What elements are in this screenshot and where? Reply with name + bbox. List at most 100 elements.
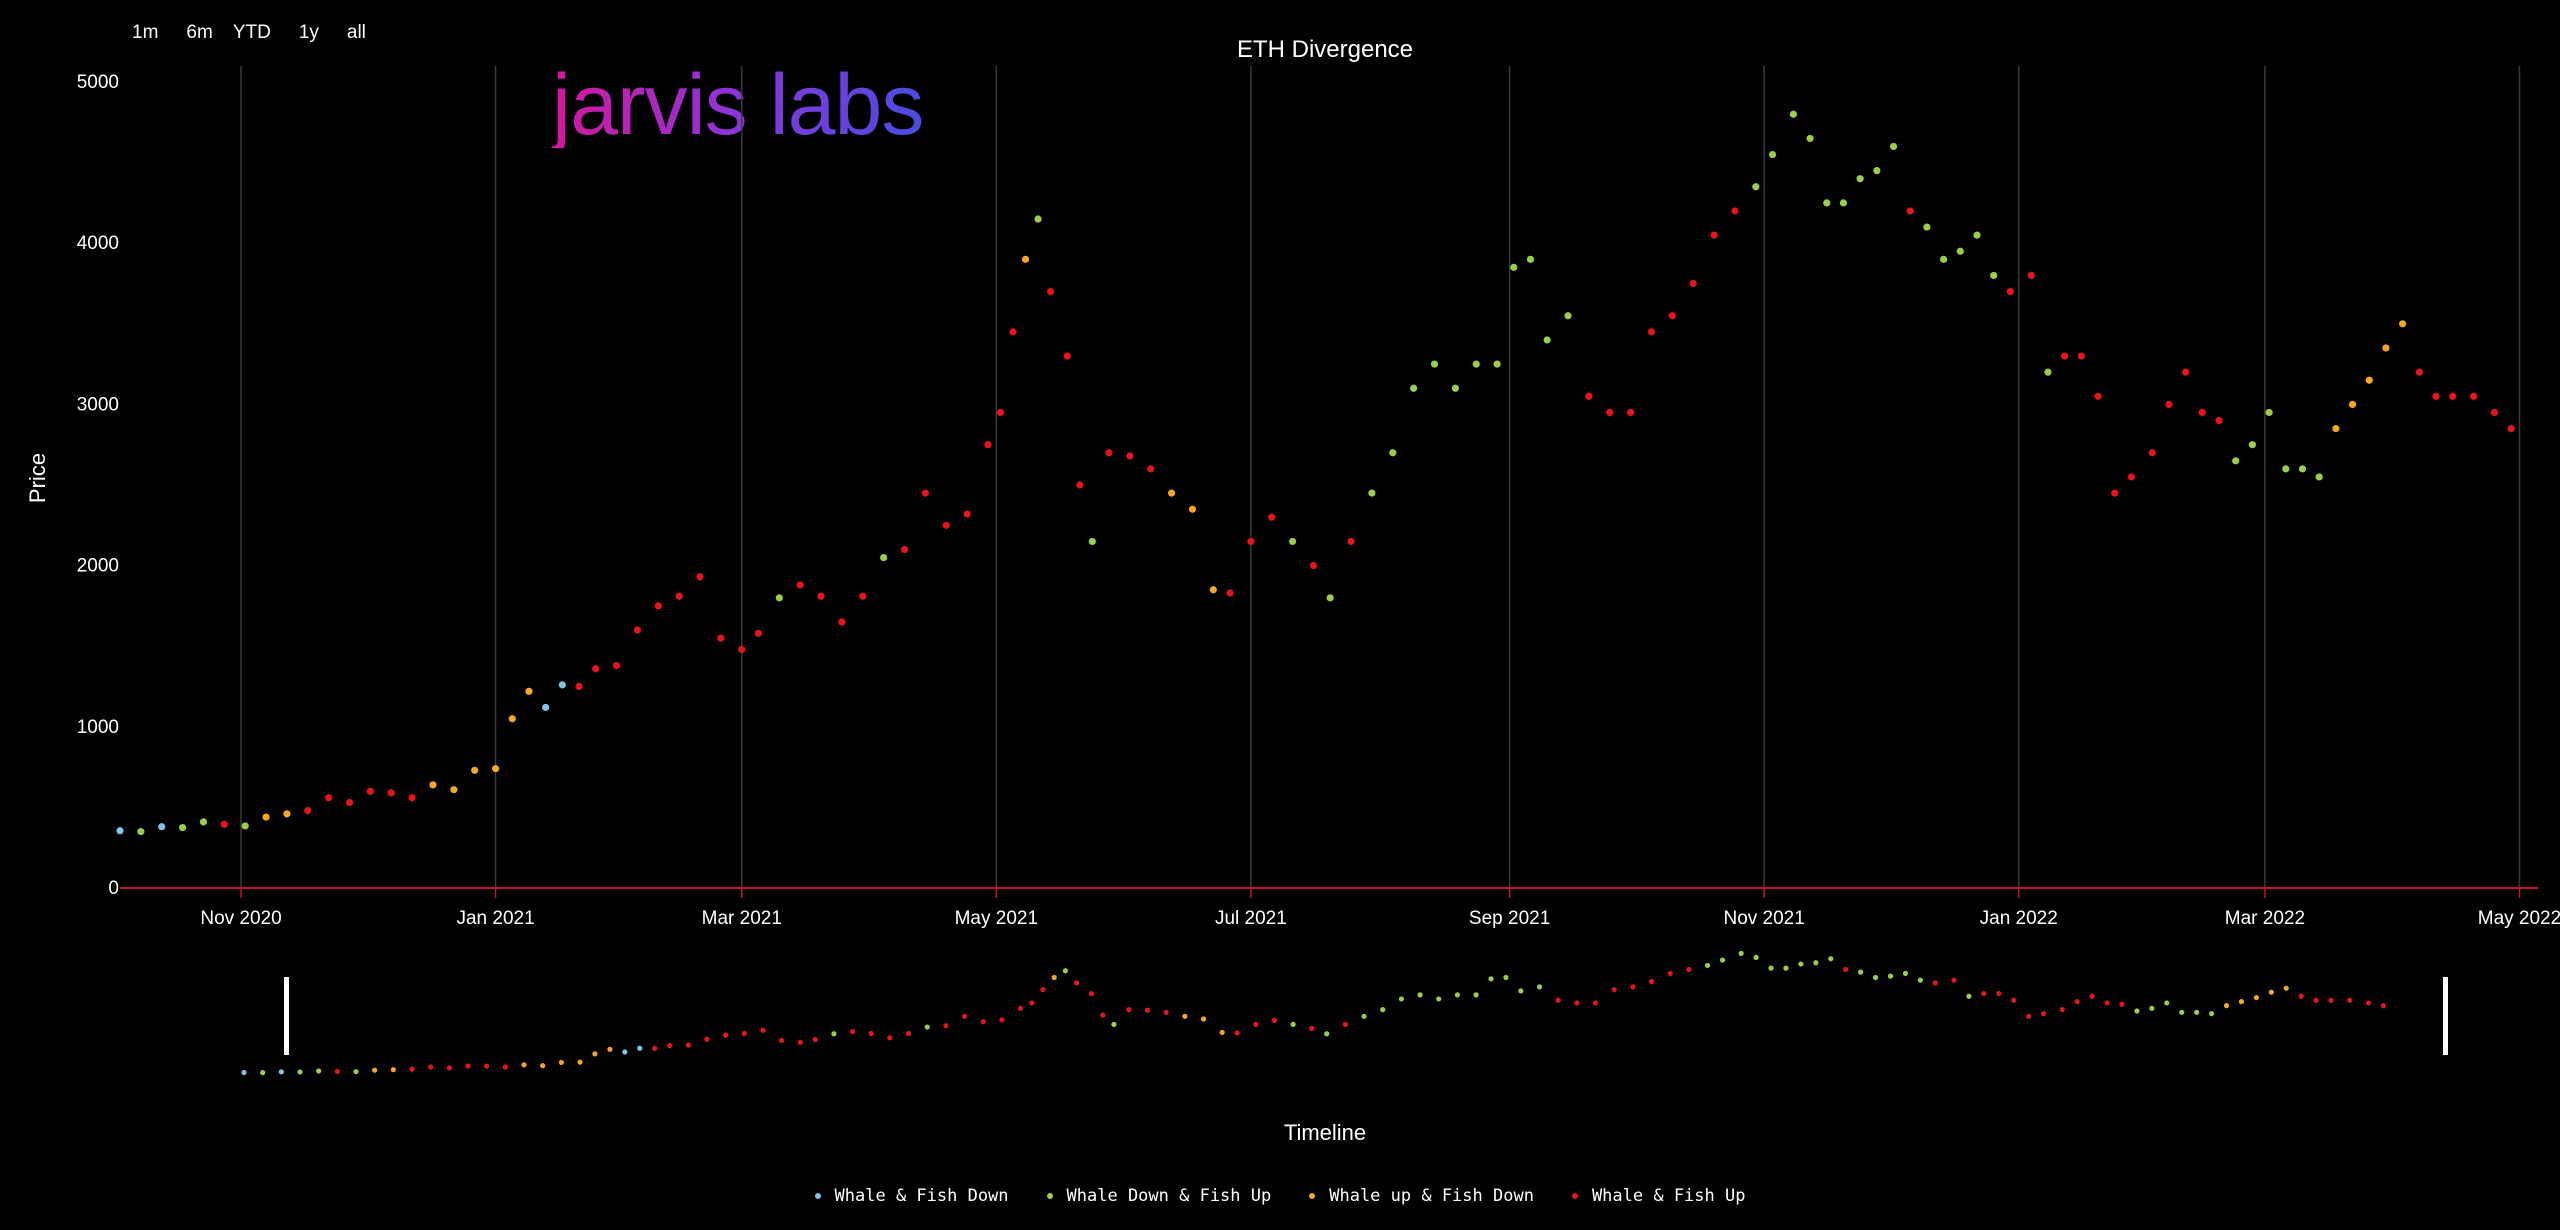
navigator-point: [2283, 985, 2289, 991]
data-point: [2127, 473, 2135, 481]
legend-item-whale-down-fish-up[interactable]: Whale Down & Fish Up: [1046, 1186, 1272, 1206]
navigator-point: [1380, 1007, 1386, 1013]
navigator-point: [1051, 974, 1057, 981]
data-point: [508, 715, 516, 723]
data-point: [996, 408, 1005, 417]
data-point: [2094, 392, 2102, 400]
data-point: [558, 681, 566, 689]
navigator-point: [1309, 1025, 1315, 1031]
data-point: [817, 592, 825, 600]
navigator-point: [1630, 984, 1636, 990]
navigator-point: [1719, 957, 1726, 963]
data-point: [2165, 400, 2173, 408]
navigator-point: [502, 1064, 508, 1070]
data-point: [754, 629, 763, 637]
data-point: [1973, 231, 1981, 239]
navigator-point: [1813, 960, 1819, 966]
data-point: [450, 786, 458, 794]
range-button-1y[interactable]: 1y: [298, 22, 319, 43]
navigator-handle-left[interactable]: [284, 977, 289, 1055]
x-axis-ticks: Nov 2020 Jan 2021 Mar 2021 May 2021 Jul 2021…: [200, 888, 2560, 929]
jarvis-labs-logo: jarvis labs: [552, 57, 924, 153]
navigator-point: [2104, 1000, 2110, 1006]
data-point: [408, 794, 416, 802]
navigator-point: [961, 1013, 968, 1019]
navigator-point: [558, 1059, 564, 1066]
navigator-point: [704, 1036, 710, 1042]
grid-lines: [240, 66, 2521, 888]
data-point: [633, 626, 642, 634]
navigator-point: [1417, 992, 1423, 998]
range-button-ytd[interactable]: YTD: [232, 22, 271, 43]
navigator-point: [1686, 966, 1692, 973]
data-point: [1034, 215, 1042, 223]
data-point: [2298, 465, 2307, 473]
navigator-point: [2119, 1001, 2125, 1007]
data-point: [592, 665, 600, 673]
navigator-point: [372, 1067, 378, 1073]
legend-item-whale-fish-up[interactable]: Whale & Fish Up: [1571, 1186, 1745, 1206]
navigator-point: [2040, 1011, 2047, 1017]
range-button-all[interactable]: all: [346, 22, 366, 43]
navigator-point: [2223, 1003, 2230, 1009]
navigator-point: [1798, 961, 1804, 967]
data-point: [1076, 481, 1084, 489]
legend-label: Whale Down & Fish Up: [1066, 1186, 1272, 1206]
navigator-point: [2164, 1000, 2170, 1006]
navigator-point: [592, 1051, 598, 1057]
data-point: [2449, 392, 2457, 400]
navigator-point: [637, 1045, 643, 1051]
x-tick-label: Jul 2021: [1215, 908, 1287, 929]
data-point: [575, 682, 583, 691]
data-point: [429, 781, 437, 789]
data-point: [1326, 594, 1334, 602]
y-tick-label: 1000: [77, 717, 119, 738]
x-tick-label: Sep 2021: [1469, 908, 1550, 929]
navigator-point: [260, 1070, 266, 1076]
navigator-point: [1361, 1013, 1367, 1019]
navigator-point: [2074, 999, 2080, 1005]
data-point: [2490, 408, 2499, 417]
range-button-6m[interactable]: 6m: [186, 22, 213, 43]
data-point: [1889, 142, 1898, 151]
navigator-point: [1040, 986, 1046, 993]
data-point: [2315, 473, 2323, 481]
navigator-point: [1574, 1000, 1580, 1006]
navigator-point: [1253, 1021, 1259, 1027]
navigator-point: [2347, 997, 2353, 1003]
data-point: [1789, 110, 1797, 118]
navigator-point: [297, 1069, 303, 1075]
x-tick-label: Mar 2022: [2225, 908, 2305, 929]
navigator-point: [1219, 1029, 1225, 1036]
data-point: [1752, 183, 1760, 191]
navigator-point: [1951, 977, 1957, 983]
data-point: [1009, 328, 1017, 336]
legend-item-whale-up-fish-down[interactable]: Whale up & Fish Down: [1309, 1186, 1534, 1206]
data-point: [984, 441, 992, 449]
data-point: [116, 827, 124, 835]
navigator-point: [1872, 974, 1879, 981]
navigator-handle-right[interactable]: [2443, 977, 2448, 1055]
chart-legend: Whale & Fish Down Whale Down & Fish Up W…: [0, 1186, 2560, 1206]
navigator-point: [1073, 980, 1080, 986]
data-point: [612, 661, 621, 670]
y-tick-label: 0: [108, 878, 119, 899]
data-point: [304, 807, 312, 815]
data-point: [1167, 489, 1176, 497]
data-point: [1526, 255, 1535, 263]
navigator-point: [2179, 1009, 2185, 1015]
timeline-navigator[interactable]: [241, 950, 2448, 1076]
navigator-point: [723, 1032, 729, 1038]
navigator-point: [607, 1046, 613, 1052]
navigator-point: [316, 1068, 322, 1074]
data-point: [2382, 344, 2390, 352]
x-tick-label: Nov 2020: [200, 908, 281, 929]
data-point: [1668, 312, 1676, 320]
navigator-series: [241, 950, 2386, 1076]
navigator-point: [2328, 997, 2334, 1003]
data-point: [2469, 392, 2478, 400]
legend-item-whale-fish-down[interactable]: Whale & Fish Down: [814, 1186, 1009, 1206]
navigator-point: [999, 1017, 1005, 1023]
range-button-1m[interactable]: 1m: [132, 22, 159, 43]
data-point: [859, 592, 867, 600]
